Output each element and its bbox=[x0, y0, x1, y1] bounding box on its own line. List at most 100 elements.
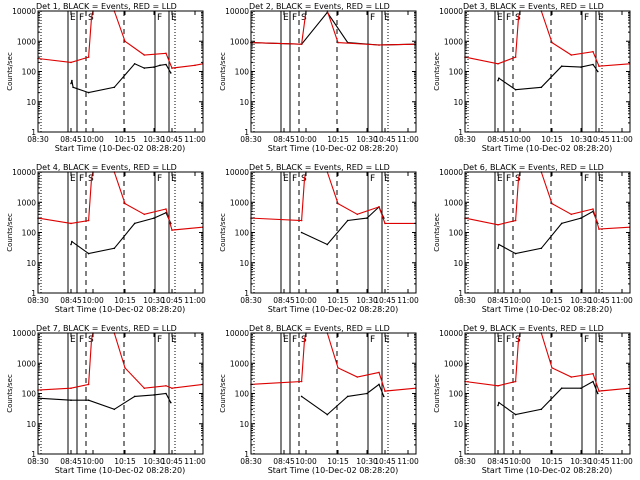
panel-title: Det 4, BLACK = Events, RED = LLD bbox=[36, 163, 177, 172]
series-events-point bbox=[159, 64, 161, 67]
y-tick-label: 10000 bbox=[12, 7, 36, 16]
x-tick-label: 10:00 bbox=[82, 296, 104, 305]
interval-letter-6: E bbox=[598, 13, 604, 23]
y-tick-label: 10 bbox=[239, 259, 249, 268]
series-lld-point bbox=[592, 372, 594, 375]
series-events-point bbox=[87, 399, 90, 401]
series-lld-point bbox=[570, 213, 573, 216]
series-events-point bbox=[560, 222, 563, 225]
x-tick-label: 10:15 bbox=[541, 296, 563, 305]
series-events-point bbox=[497, 79, 499, 82]
y-tick-label: 100 bbox=[449, 229, 464, 238]
y-axis-label: Counts/sec bbox=[6, 52, 14, 91]
y-tick-label: 1000 bbox=[444, 359, 463, 368]
interval-letter-1: E bbox=[283, 335, 289, 345]
series-events-point bbox=[498, 243, 500, 246]
y-axis-label: Counts/sec bbox=[433, 213, 441, 252]
x-tick-label: 10:30 bbox=[356, 135, 378, 144]
series-lld-point bbox=[171, 67, 173, 69]
y-tick-label: 10000 bbox=[439, 329, 463, 338]
interval-letter-2: F bbox=[79, 335, 84, 345]
plot-frame bbox=[250, 332, 417, 455]
series-events-line bbox=[497, 380, 599, 416]
x-tick-label: 10:15 bbox=[114, 457, 136, 466]
y-axis-label: Counts/sec bbox=[219, 213, 227, 252]
series-events-point bbox=[71, 79, 73, 82]
series-lld-point bbox=[90, 177, 93, 180]
series-events-point bbox=[498, 77, 500, 79]
series-events-point bbox=[72, 86, 74, 89]
series-lld-line bbox=[464, 332, 630, 392]
y-tick-label: 1000 bbox=[230, 359, 249, 368]
series-lld-point bbox=[300, 219, 303, 222]
series-events-point bbox=[514, 252, 517, 255]
series-lld-line bbox=[37, 171, 203, 231]
x-axis-label: Start Time (10-Dec-02 08:28:20) bbox=[268, 466, 399, 475]
x-tick-label: 08:30 bbox=[27, 296, 49, 305]
interval-letter-2: F bbox=[79, 13, 84, 23]
y-tick-label: 10 bbox=[26, 259, 36, 268]
x-tick-label: 10:45 bbox=[161, 296, 183, 305]
y-tick-label: 1 bbox=[458, 289, 463, 298]
x-axis-label: Start Time (10-Dec-02 08:28:20) bbox=[482, 305, 613, 314]
series-events-point bbox=[70, 399, 72, 401]
series-lld-point bbox=[378, 371, 380, 374]
series-events-point bbox=[87, 91, 90, 94]
series-events-point bbox=[153, 66, 155, 68]
interval-letter-2: F bbox=[506, 174, 511, 184]
y-tick-label: 1000 bbox=[444, 198, 463, 207]
series-events-point bbox=[580, 66, 582, 68]
series-lld-line bbox=[464, 171, 630, 230]
series-lld-point bbox=[165, 52, 167, 55]
interval-letter-5: F bbox=[584, 174, 589, 184]
series-events-point bbox=[498, 401, 500, 404]
series-events-point bbox=[560, 387, 563, 389]
y-tick-label: 1 bbox=[244, 289, 249, 298]
x-tick-label: 10:30 bbox=[356, 296, 378, 305]
series-lld-point bbox=[70, 222, 72, 225]
y-axis-label: Counts/sec bbox=[219, 52, 227, 91]
series-events-point bbox=[133, 222, 136, 225]
plot-frame bbox=[464, 332, 631, 455]
y-tick-label: 10 bbox=[453, 259, 463, 268]
y-tick-label: 1000 bbox=[17, 359, 36, 368]
x-axis-label: Start Time (10-Dec-02 08:28:20) bbox=[55, 466, 186, 475]
series-events-point bbox=[87, 252, 90, 255]
y-tick-label: 1000 bbox=[17, 198, 36, 207]
y-tick-label: 100 bbox=[22, 390, 37, 399]
series-events-point bbox=[153, 217, 155, 219]
series-events-point bbox=[580, 387, 582, 389]
interval-letter-1: E bbox=[497, 13, 503, 23]
x-tick-label: 10:30 bbox=[143, 296, 165, 305]
x-tick-label: 10:45 bbox=[374, 457, 396, 466]
x-tick-label: 10:30 bbox=[570, 135, 592, 144]
y-axis-label: Counts/sec bbox=[433, 52, 441, 91]
series-events-line bbox=[301, 205, 385, 246]
x-tick-label: 10:00 bbox=[295, 296, 317, 305]
series-lld-point bbox=[570, 376, 573, 378]
x-tick-label: 08:30 bbox=[27, 135, 49, 144]
y-tick-label: 10000 bbox=[12, 168, 36, 177]
series-lld-point bbox=[143, 213, 146, 216]
series-lld-point bbox=[517, 338, 520, 341]
series-lld-point bbox=[592, 208, 594, 210]
x-axis-label: Start Time (10-Dec-02 08:28:20) bbox=[268, 144, 399, 153]
series-events-point bbox=[514, 413, 517, 416]
interval-letter-1: E bbox=[70, 174, 76, 184]
series-events-point bbox=[540, 86, 543, 89]
series-lld-line bbox=[250, 10, 416, 46]
series-events-point bbox=[366, 217, 368, 219]
series-events-point bbox=[133, 63, 136, 65]
series-lld-point bbox=[171, 229, 173, 231]
x-tick-label: 10:15 bbox=[114, 135, 136, 144]
series-events-point bbox=[592, 63, 594, 66]
x-tick-label: 10:15 bbox=[327, 296, 349, 305]
y-tick-label: 10000 bbox=[12, 329, 36, 338]
series-events-point bbox=[366, 392, 368, 395]
x-tick-label: 10:00 bbox=[509, 296, 531, 305]
interval-letter-6: E bbox=[171, 13, 177, 23]
x-tick-label: 08:30 bbox=[454, 296, 476, 305]
y-tick-label: 1 bbox=[31, 128, 36, 137]
